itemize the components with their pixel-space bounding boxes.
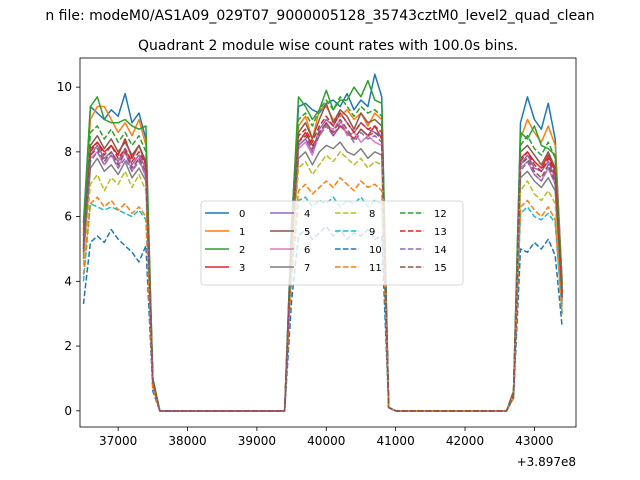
x-tick-label: 37000 xyxy=(99,434,137,448)
x-tick-label: 38000 xyxy=(168,434,206,448)
legend-label-8: 8 xyxy=(369,209,375,220)
legend-label-7: 7 xyxy=(304,263,310,274)
series-line-15 xyxy=(82,118,563,412)
legend-label-9: 9 xyxy=(369,227,375,238)
legend-label-12: 12 xyxy=(434,209,447,220)
legend-label-13: 13 xyxy=(434,227,447,238)
x-offset-label: +3.897e8 xyxy=(517,455,576,469)
x-axis: 37000 38000 39000 40000 41000 42000 43000 xyxy=(99,427,553,448)
legend-label-1: 1 xyxy=(239,227,245,238)
chart-title: Quadrant 2 module wise count rates with … xyxy=(138,38,518,54)
x-tick-label: 41000 xyxy=(377,434,415,448)
y-axis: 0 2 4 6 8 10 xyxy=(57,80,80,418)
legend-label-11: 11 xyxy=(369,263,382,274)
legend-label-15: 15 xyxy=(434,263,447,274)
legend-label-14: 14 xyxy=(434,245,447,256)
legend-label-4: 4 xyxy=(304,209,310,220)
y-tick-label: 10 xyxy=(57,80,72,94)
legend-frame xyxy=(200,200,464,286)
y-tick-label: 6 xyxy=(64,210,72,224)
y-tick-label: 8 xyxy=(64,145,72,159)
x-tick-label: 42000 xyxy=(446,434,484,448)
x-tick-label: 39000 xyxy=(238,434,276,448)
x-tick-label: 40000 xyxy=(307,434,345,448)
axes-frame xyxy=(79,57,577,428)
x-tick-label: 43000 xyxy=(515,434,553,448)
y-tick-label: 0 xyxy=(64,404,72,418)
figure-suptitle: n file: modeM0/AS1A09_029T07_9000005128_… xyxy=(45,8,594,24)
legend-label-2: 2 xyxy=(239,245,245,256)
legend-label-6: 6 xyxy=(304,245,310,256)
legend-label-3: 3 xyxy=(239,263,245,274)
y-tick-label: 2 xyxy=(64,339,72,353)
legend-label-0: 0 xyxy=(239,209,245,220)
y-tick-label: 4 xyxy=(64,274,72,288)
legend-label-10: 10 xyxy=(369,245,382,256)
legend-label-5: 5 xyxy=(304,227,310,238)
